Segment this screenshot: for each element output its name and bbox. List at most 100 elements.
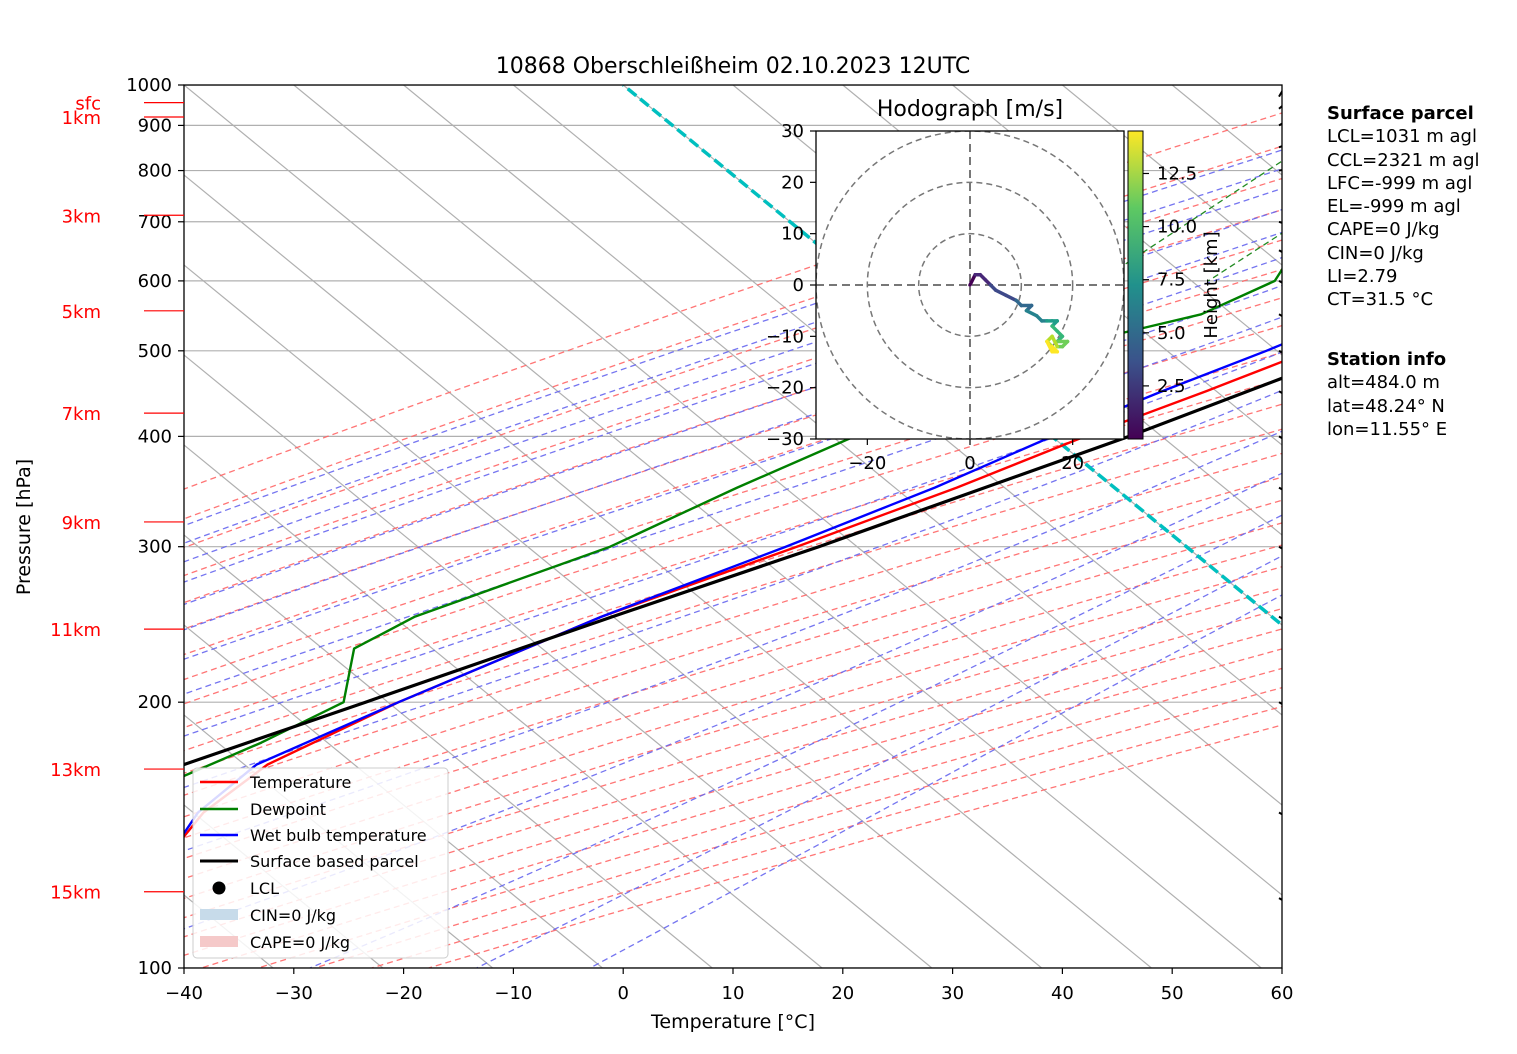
wind-barb (1278, 897, 1282, 901)
chart-title: 10868 Oberschleißheim 02.10.2023 12UTC (496, 54, 971, 79)
dry-adiabat (184, 587, 1282, 919)
height-label: sfc (75, 94, 101, 115)
station-lat: lat=48.24° N (1327, 395, 1445, 417)
station-alt: alt=484.0 m (1327, 372, 1440, 394)
surface-parcel-title: Surface parcel (1327, 103, 1474, 124)
legend-label-lcl: LCL (250, 879, 279, 898)
station-info-panel: Station info alt=484.0 m lat=48.24° N lo… (1327, 348, 1447, 441)
y-axis-ticks: 100 200 300 400 500 600 700 800 900 1000 (126, 75, 184, 979)
hodo-y-tick-label: −20 (766, 378, 804, 399)
hodo-x-tick-label: 0 (964, 453, 975, 474)
wind-barb (1278, 280, 1282, 284)
dry-adiabat (184, 324, 1282, 681)
dry-adiabat (184, 544, 1282, 880)
moist-adiabat (184, 149, 1282, 527)
hodograph-segment (1024, 308, 1039, 318)
x-axis-ticks: −40 −30 −20 −10 0 10 20 30 40 50 60 (165, 968, 1293, 1004)
wind-barb (1278, 435, 1282, 440)
wind-barbs (1278, 89, 1282, 901)
isotherm-line (184, 354, 933, 968)
legend-label-cape: CAPE=0 J/kg (250, 933, 350, 952)
moist-adiabat (184, 472, 1282, 930)
colorbar-tick-label: 5.0 (1157, 323, 1186, 344)
legend-label-temperature: Temperature (249, 773, 351, 792)
station-info-title: Station info (1327, 349, 1447, 370)
legend-label-cin: CIN=0 J/kg (250, 906, 336, 925)
wind-barb (1278, 313, 1282, 318)
y-tick-label: 600 (138, 271, 172, 292)
x-tick-label: 60 (1271, 983, 1294, 1004)
legend-swatch-lcl (212, 881, 226, 895)
colorbar-label: Height [km] (1201, 231, 1222, 338)
y-tick-label: 700 (138, 212, 172, 233)
parcel-line (184, 376, 1282, 767)
colorbar-tick-label: 12.5 (1157, 163, 1197, 184)
x-tick-label: −10 (494, 983, 532, 1004)
dry-adiabat (184, 351, 1282, 705)
height-label: 9km (62, 513, 101, 534)
sounding-series (184, 267, 1282, 839)
hodograph-segment (1004, 293, 1018, 303)
y-tick-label: 100 (138, 958, 172, 979)
height-label: 15km (50, 883, 101, 904)
isobar-gridlines (184, 85, 1282, 968)
wind-barb (1278, 701, 1282, 706)
isotherm-line (184, 444, 823, 968)
hodograph-ring (917, 232, 1023, 338)
dry-adiabat (184, 268, 1282, 630)
legend-label-wetbulb: Wet bulb temperature (250, 826, 427, 845)
height-label: 13km (50, 760, 101, 781)
hodograph-ticks: −20 0 20 30 20 10 0 −10 −20 −30 (766, 121, 1084, 474)
zero-isotherm (622, 85, 1282, 628)
dry-adiabat (184, 403, 1282, 752)
wind-barb (1278, 220, 1282, 224)
isotherm-line (184, 85, 1262, 968)
x-tick-label: −40 (165, 983, 203, 1004)
dry-adiabat (184, 297, 1282, 656)
x-tick-label: 30 (941, 983, 964, 1004)
wind-barb (1278, 811, 1282, 816)
station-lon: lon=11.55° E (1327, 418, 1448, 440)
legend-label-dewpoint: Dewpoint (250, 800, 326, 819)
surface-parcel-panel: Surface parcel LCL=1031 m agl CCL=2321 m… (1327, 102, 1480, 312)
hodo-x-tick-label: −20 (848, 453, 886, 474)
dry-adiabat (184, 378, 1282, 729)
isotherm-line (403, 85, 1282, 806)
dry-adiabat (184, 112, 1282, 490)
height-label: 3km (62, 206, 101, 227)
y-tick-label: 900 (138, 115, 172, 136)
mixing-ratio-line (1099, 160, 1282, 282)
dry-adiabat (184, 452, 1282, 796)
hodograph-segment (1050, 334, 1060, 349)
ccl-value: CCL=2321 m agl (1327, 149, 1480, 171)
legend-swatch-cin (200, 909, 238, 920)
colorbar-tick-label: 2.5 (1157, 376, 1186, 397)
hodo-y-tick-label: 30 (781, 121, 804, 142)
wind-barb (1278, 169, 1282, 172)
wind-barb (1278, 390, 1282, 395)
dewpoint-line (184, 267, 1282, 778)
hodograph-segment (993, 288, 1008, 298)
hodograph-segment (1045, 339, 1054, 354)
x-axis-label: Temperature [°C] (650, 1011, 815, 1033)
y-tick-label: 200 (138, 692, 172, 713)
legend-box: Temperature Dewpoint Wet bulb temperatur… (192, 767, 449, 959)
x-tick-label: 20 (831, 983, 854, 1004)
hodo-y-tick-label: 20 (781, 172, 804, 193)
isotherm-line (184, 534, 713, 968)
x-tick-label: 40 (1051, 983, 1074, 1004)
lfc-value: LFC=-999 m agl (1327, 172, 1473, 194)
colorbar-ticks: 2.5 5.0 7.5 10.0 12.5 (1143, 163, 1197, 397)
colorbar-tick-label: 7.5 (1157, 270, 1186, 291)
mixing-ratio-line (1495, 85, 1517, 281)
dry-adiabat (184, 145, 1282, 520)
mixing-ratio-lines (1099, 85, 1517, 282)
y-tick-label: 1000 (126, 75, 172, 96)
colorbar-tick-label: 10.0 (1157, 217, 1197, 238)
wind-barb (1278, 104, 1282, 110)
wind-barb (1278, 545, 1282, 550)
hodo-y-tick-label: −30 (766, 429, 804, 450)
hodograph-segment (968, 272, 977, 287)
x-tick-label: 50 (1161, 983, 1184, 1004)
